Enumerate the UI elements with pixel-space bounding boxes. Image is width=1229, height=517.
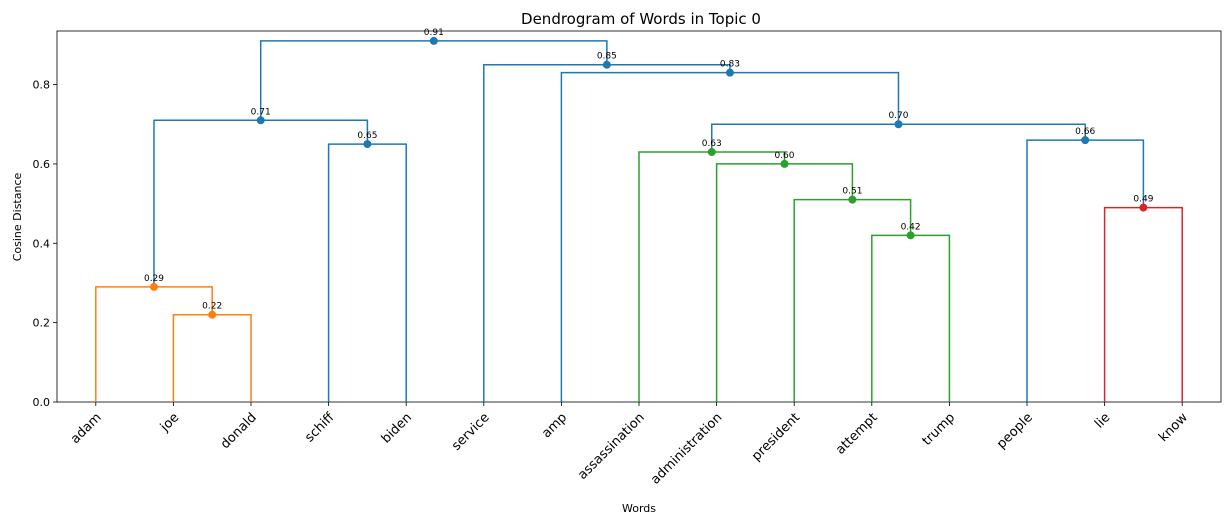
y-tick-label: 0.0 bbox=[33, 396, 51, 409]
link-m049 bbox=[1103, 206, 1183, 402]
leaf-label-administration: administration bbox=[648, 410, 725, 487]
link-m063 bbox=[638, 151, 786, 402]
merge-label-m029: 0.29 bbox=[144, 274, 164, 284]
merge-label-m083: 0.83 bbox=[720, 60, 740, 70]
merge-label-m051: 0.51 bbox=[842, 187, 862, 197]
x-axis-label: Words bbox=[622, 502, 656, 515]
leaf-label-joe: joe bbox=[157, 410, 182, 435]
y-tick-label: 0.4 bbox=[33, 237, 51, 250]
merge-label-m049: 0.49 bbox=[1133, 195, 1153, 205]
leaf-label-lie: lie bbox=[1092, 410, 1113, 431]
merge-labels: 0.22 0.29 0.65 0.71 0.42 0.51 0.60 0.63 0.49 0.66… bbox=[144, 28, 1154, 312]
link-m042 bbox=[871, 234, 951, 402]
link-m065 bbox=[327, 143, 407, 402]
y-tick-label: 0.2 bbox=[33, 317, 51, 330]
merge-node-m065 bbox=[363, 140, 372, 149]
merge-label-m060: 0.60 bbox=[774, 151, 794, 161]
link-m083 bbox=[560, 71, 900, 402]
merge-label-m065: 0.65 bbox=[357, 131, 377, 141]
merge-label-m085: 0.85 bbox=[597, 52, 617, 62]
merge-node-m066 bbox=[1081, 136, 1090, 145]
merge-node-m070 bbox=[894, 120, 903, 129]
x-axis: adam joe donald schiff biden service amp assass… bbox=[68, 402, 1191, 488]
merge-label-m022: 0.22 bbox=[202, 302, 222, 312]
leaf-label-know: know bbox=[1156, 410, 1191, 445]
link-m091 bbox=[259, 40, 608, 121]
leaf-label-service: service bbox=[449, 410, 493, 454]
merge-label-m066: 0.66 bbox=[1075, 127, 1095, 137]
leaf-label-attempt: attempt bbox=[833, 410, 880, 457]
y-axis: 0.0 0.2 0.4 0.6 0.8 bbox=[33, 79, 57, 409]
merge-node-m042 bbox=[906, 231, 915, 240]
leaf-label-trump: trump bbox=[920, 410, 959, 449]
merge-node-m029 bbox=[150, 282, 158, 291]
merge-node-m085 bbox=[602, 60, 611, 69]
link-m071 bbox=[153, 119, 369, 287]
y-tick-label: 0.6 bbox=[33, 158, 51, 171]
merge-label-m070: 0.70 bbox=[888, 111, 908, 121]
leaf-label-president: president bbox=[749, 410, 803, 464]
leaf-label-schiff: schiff bbox=[302, 409, 338, 445]
merge-node-m063 bbox=[707, 148, 716, 157]
merge-node-m091 bbox=[429, 36, 438, 45]
dendrogram-links bbox=[95, 40, 1183, 402]
leaf-label-adam: adam bbox=[68, 410, 105, 447]
leaf-label-amp: amp bbox=[539, 410, 570, 441]
merge-label-m042: 0.42 bbox=[901, 222, 921, 232]
leaf-label-people: people bbox=[994, 410, 1036, 452]
merge-label-m063: 0.63 bbox=[702, 139, 722, 149]
plot-area: 0.22 0.29 0.65 0.71 0.42 0.51 0.60 0.63 0.49 0.66… bbox=[56, 28, 1222, 403]
merge-node-m083 bbox=[725, 68, 734, 77]
leaf-label-assassination: assassination bbox=[575, 410, 648, 483]
merge-node-m051 bbox=[848, 195, 857, 204]
merge-node-m060 bbox=[780, 159, 789, 168]
leaf-label-biden: biden bbox=[379, 410, 415, 446]
link-m022 bbox=[172, 313, 252, 402]
link-m066 bbox=[1026, 139, 1145, 402]
leaf-label-donald: donald bbox=[218, 410, 260, 452]
link-m085 bbox=[483, 63, 731, 402]
merge-node-m071 bbox=[256, 116, 265, 125]
merge-label-m071: 0.71 bbox=[251, 107, 271, 117]
y-axis-label: Cosine Distance bbox=[11, 173, 24, 262]
merge-nodes bbox=[150, 36, 1148, 319]
link-m051 bbox=[793, 198, 912, 402]
link-m029 bbox=[95, 286, 213, 402]
merge-label-m091: 0.91 bbox=[424, 28, 444, 38]
merge-node-m049 bbox=[1139, 203, 1148, 212]
merge-node-m022 bbox=[208, 310, 217, 319]
y-tick-label: 0.8 bbox=[33, 79, 51, 92]
link-m070 bbox=[711, 123, 1086, 153]
chart-title: Dendrogram of Words in Topic 0 bbox=[521, 10, 761, 28]
